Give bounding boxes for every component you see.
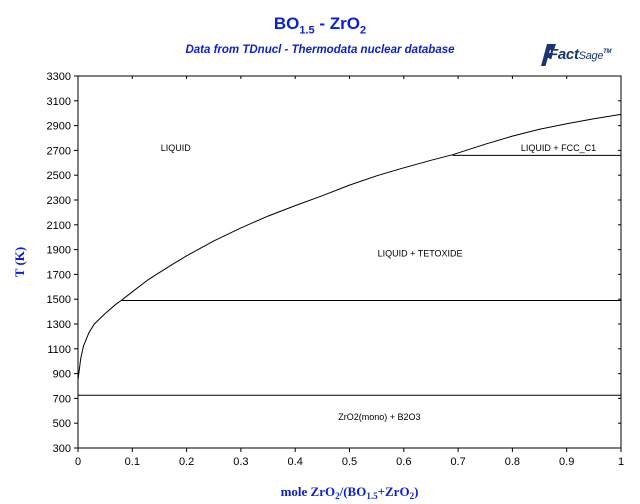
y-tick-label: 700 [53,393,71,405]
x-tick-label: 0.8 [505,456,520,468]
x-tick-label: 0.6 [396,456,411,468]
x-tick-label: 0 [75,456,81,468]
x-axis-label: mole ZrO2/(BO1.5+ZrO2) [281,484,419,501]
logo-fact: Fact [549,46,579,63]
y-tick-label: 1700 [47,269,71,281]
y-tick-label: 2100 [47,220,71,232]
x-tick-label: 0.9 [559,456,574,468]
x-tick-label: 0.7 [450,456,465,468]
region-label: ZrO2(mono) + B2O3 [338,412,420,422]
y-tick-label: 1100 [47,344,71,356]
y-tick-label: 2900 [47,121,71,133]
x-tick-label: 1 [618,456,624,468]
x-tick-label: 0.4 [288,456,303,468]
y-tick-label: 300 [53,443,71,455]
chart-subtitle: Data from TDnucl - Thermodata nuclear da… [185,44,455,56]
factsage-logo: FactSageTM [536,40,626,74]
region-label: LIQUID [161,143,192,153]
logo-sage: Sage [578,50,604,62]
region-label: LIQUID + TETOXIDE [378,248,463,258]
chart-title: BO1.5 - ZrO2 [273,14,367,37]
x-tick-label: 0.1 [125,456,140,468]
y-tick-label: 2700 [47,145,71,157]
x-tick-label: 0.3 [233,456,248,468]
region-label: LIQUID + FCC_C1 [521,143,596,153]
y-tick-label: 2500 [47,170,71,182]
y-tick-label: 1300 [47,319,71,331]
factsage-logo-mark-icon [541,44,556,66]
x-tick-label: 0.2 [179,456,194,468]
y-tick-label: 500 [53,418,71,430]
y-tick-label: 3300 [47,71,71,83]
plot-frame [77,75,622,449]
logo-tm: TM [603,49,612,55]
x-tick-label: 0.5 [342,456,357,468]
y-axis-label: T (K) [12,247,27,277]
y-tick-label: 900 [53,369,71,381]
y-tick-label: 1500 [47,294,71,306]
y-tick-label: 1900 [47,245,71,257]
y-tick-label: 3100 [47,96,71,108]
y-tick-label: 2300 [47,195,71,207]
liquidus-curve [77,113,622,380]
